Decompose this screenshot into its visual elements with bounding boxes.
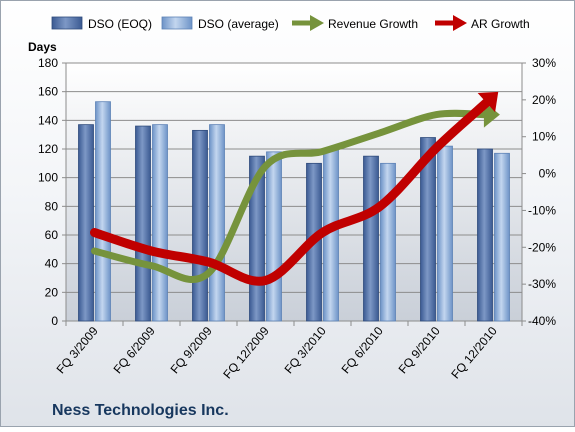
legend-item-ar-growth-label: AR Growth: [471, 17, 530, 31]
bar-dso-eoq: [363, 155, 379, 322]
y2-tick-label: -30%: [528, 277, 556, 291]
y-tick-label: 80: [45, 199, 59, 213]
y-tick-label: 160: [38, 85, 58, 99]
y2-tick-label: -20%: [528, 240, 556, 254]
y-tick-label: 0: [51, 314, 58, 328]
legend-item-dso-average-label: DSO (average): [198, 17, 279, 31]
bar-dso-average: [152, 124, 168, 322]
bar-dso-average: [380, 162, 396, 322]
plot-area: [65, 62, 523, 322]
bar-dso-eoq: [135, 125, 151, 322]
bar-dso-eoq: [192, 129, 208, 322]
y2-tick-label: -40%: [528, 314, 556, 328]
y2-tick-label: 0%: [539, 167, 557, 181]
legend-item-dso-eoq-label: DSO (EOQ): [88, 17, 152, 31]
bar-dso-average: [494, 152, 510, 322]
y2-tick-label: -10%: [528, 203, 556, 217]
bar-dso-average: [437, 145, 453, 322]
bar-dso-eoq: [420, 137, 436, 322]
y-tick-label: 180: [38, 56, 58, 70]
bar-dso-eoq: [477, 148, 493, 322]
revenue-growth-line: [91, 109, 488, 283]
bar-dso-average: [95, 101, 111, 322]
bar-dso-average: [209, 124, 225, 322]
legend-item-revenue-growth-label: Revenue Growth: [328, 17, 418, 31]
ar-growth-line: [90, 98, 491, 286]
y-axis-title: Days: [28, 40, 57, 54]
chart-title: Ness Technologies Inc.: [52, 402, 229, 419]
legend-item-dso-eoq-swatch: [51, 16, 83, 30]
y-tick-label: 40: [45, 257, 59, 271]
y-tick-label: 60: [45, 228, 59, 242]
legend-item-ar-growth-swatch-arrow: [453, 15, 467, 31]
y2-tick-label: 20%: [532, 93, 556, 107]
y-tick-label: 120: [38, 142, 58, 156]
y-tick-label: 100: [38, 171, 58, 185]
y-tick-label: 20: [45, 285, 59, 299]
y2-tick-label: 10%: [532, 130, 556, 144]
y2-tick-label: 30%: [532, 56, 556, 70]
y-tick-label: 140: [38, 113, 58, 127]
ar-growth-arrowhead: [477, 91, 499, 113]
legend-item-revenue-growth-swatch-arrow: [310, 15, 324, 31]
legend-item-dso-average-swatch: [161, 16, 193, 30]
revenue-growth-arrowhead: [483, 101, 500, 128]
bar-dso-eoq: [78, 124, 94, 322]
bar-dso-average: [266, 151, 282, 322]
